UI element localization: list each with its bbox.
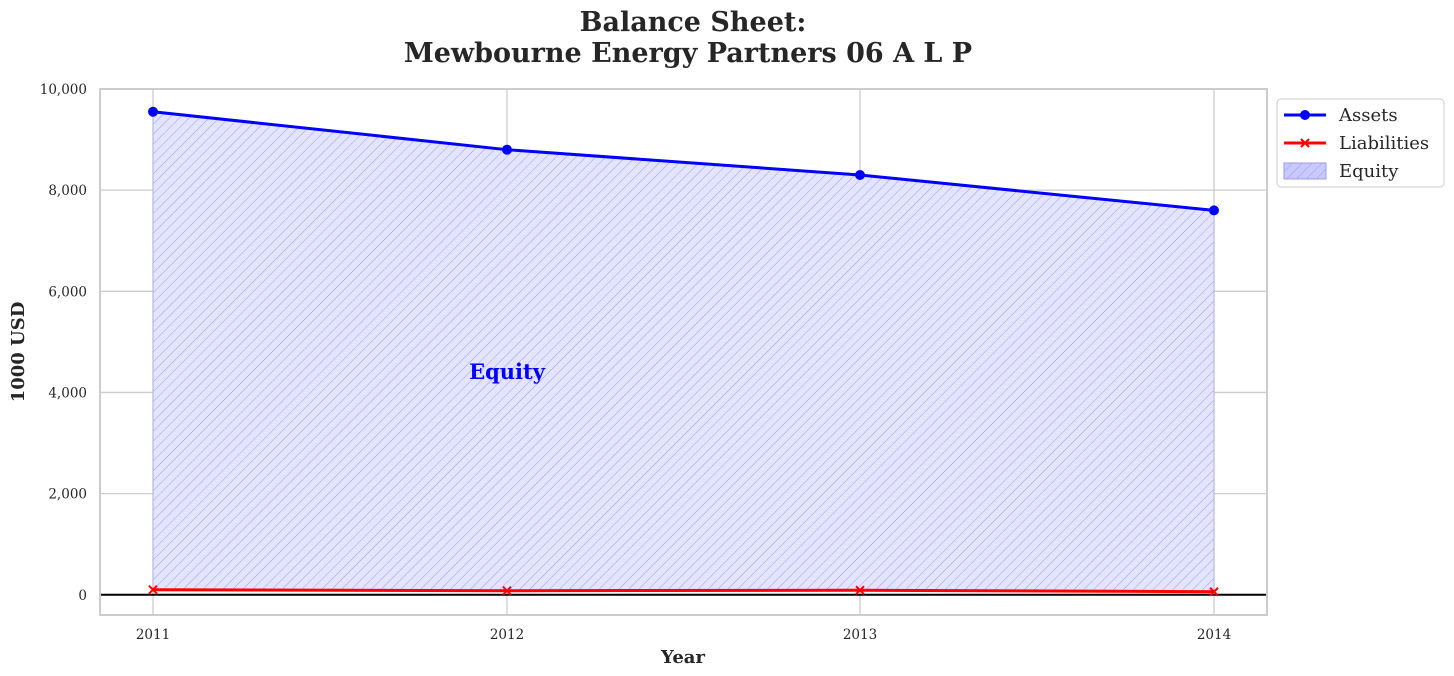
y-tick-label: 10,000 <box>40 82 87 98</box>
data-point-liabilities <box>502 586 512 596</box>
y-tick-label: 0 <box>78 588 87 604</box>
data-point-assets <box>1209 205 1219 216</box>
y-tick-label: 6,000 <box>48 284 87 300</box>
y-axis-label: 1000 USD <box>8 302 29 403</box>
chart-title-line2: Mewbourne Energy Partners 06 A L P <box>404 38 972 69</box>
legend-label: Liabilities <box>1339 133 1429 154</box>
legend-label: Equity <box>1339 161 1399 182</box>
x-tick-label: 2013 <box>843 627 877 643</box>
data-point-assets <box>855 169 865 180</box>
y-tick-labels: 0 2,000 4,000 6,000 8,000 10,000 <box>40 82 87 604</box>
series-layer <box>148 106 1219 597</box>
series-line-assets <box>152 110 1215 212</box>
x-tick-label: 2014 <box>1197 627 1231 643</box>
plot-area: Equity <box>99 88 1268 616</box>
x-tick-labels: 2011 2012 2013 2014 <box>136 627 1231 643</box>
chart-title-line1: Balance Sheet: <box>580 7 807 38</box>
series-line-liabilities <box>152 588 1215 594</box>
x-axis-label: Year <box>660 647 705 668</box>
equity-fill-layer <box>152 111 1215 593</box>
legend: Assets Liabilities Equity <box>1276 98 1445 188</box>
y-tick-label: 4,000 <box>48 385 87 401</box>
data-point-assets <box>148 106 158 117</box>
data-point-liabilities <box>1209 587 1219 597</box>
x-tick-label: 2011 <box>136 627 170 643</box>
legend-label: Assets <box>1338 105 1398 126</box>
equity-annotation: Equity <box>469 359 546 384</box>
y-tick-label: 8,000 <box>48 183 87 199</box>
legend-marker <box>1300 110 1310 120</box>
y-tick-label: 2,000 <box>48 487 87 503</box>
plot-frame <box>99 88 1268 616</box>
legend-swatch-equity-hatch <box>1283 162 1327 180</box>
data-point-assets <box>502 144 512 155</box>
data-point-liabilities <box>148 585 158 595</box>
data-point-liabilities <box>855 585 865 595</box>
x-tick-label: 2012 <box>490 627 524 643</box>
legend-marker <box>1300 138 1310 148</box>
